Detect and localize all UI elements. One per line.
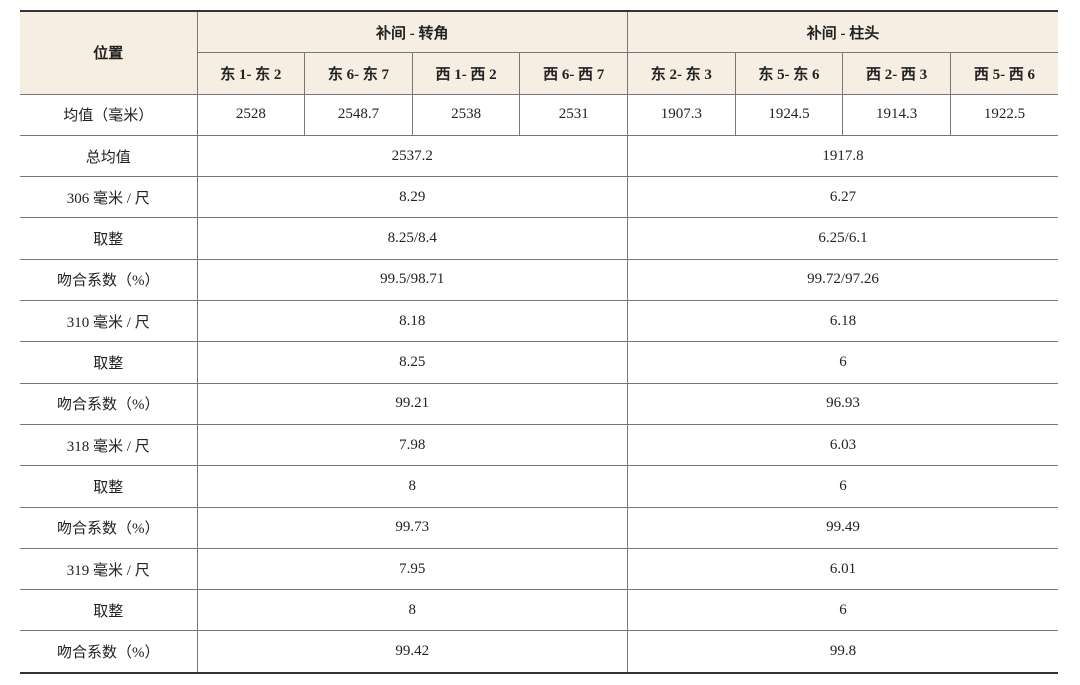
- cell: 2538: [411, 93, 521, 136]
- row-label: 306 毫米 / 尺: [20, 176, 198, 219]
- cell: 1914.3: [842, 93, 951, 136]
- cell: 99.42: [196, 630, 628, 674]
- cell: 8: [196, 465, 628, 508]
- table-row: 均值（毫米） 2528 2548.7 2538 2531 1907.3 1924.5 1914…: [20, 93, 1058, 136]
- group-header: 补间 - 转角: [196, 10, 628, 54]
- cell: 99.21: [196, 382, 628, 425]
- column-header: 东 2- 东 3: [627, 52, 736, 95]
- cell: 96.93: [627, 382, 1058, 425]
- table-row: 318 毫米 / 尺 7.98 6.03: [20, 423, 1058, 467]
- table-row: 吻合系数（%） 99.21 96.93: [20, 382, 1058, 425]
- cell: 99.8: [627, 630, 1058, 674]
- row-label: 取整: [20, 217, 198, 260]
- table-row: 取整 8.25/8.4 6.25/6.1: [20, 217, 1058, 260]
- cell: 99.49: [627, 506, 1058, 549]
- table-row: 总均值 2537.2 1917.8: [20, 134, 1058, 178]
- row-label: 吻合系数（%）: [20, 506, 198, 549]
- cell: 99.72/97.26: [627, 258, 1058, 302]
- row-label: 总均值: [20, 134, 198, 178]
- header-row: 位置 补间 - 转角 补间 - 柱头: [20, 10, 1058, 95]
- cell: 8.29: [196, 176, 628, 219]
- table-row: 306 毫米 / 尺 8.29 6.27: [20, 176, 1058, 219]
- cell: 1917.8: [627, 134, 1058, 178]
- row-label: 取整: [20, 589, 198, 632]
- row-label: 吻合系数（%）: [20, 258, 198, 302]
- group-header: 补间 - 柱头: [627, 10, 1058, 54]
- cell: 7.98: [196, 423, 628, 467]
- cell: 1922.5: [949, 93, 1058, 136]
- column-header: 西 1- 西 2: [411, 52, 521, 95]
- cell: 6.18: [627, 300, 1058, 343]
- row-label: 吻合系数（%）: [20, 382, 198, 425]
- cell: 1907.3: [627, 93, 736, 136]
- row-label: 取整: [20, 465, 198, 508]
- cell: 7.95: [196, 547, 628, 591]
- row-label: 319 毫米 / 尺: [20, 547, 198, 591]
- cell: 8.25: [196, 341, 628, 384]
- table-row: 取整 8 6: [20, 465, 1058, 508]
- cell: 8: [196, 589, 628, 632]
- table-body: 均值（毫米） 2528 2548.7 2538 2531 1907.3 1924.5 1914…: [20, 93, 1058, 674]
- cell: 8.25/8.4: [196, 217, 628, 260]
- cell: 8.18: [196, 300, 628, 343]
- column-header: 东 5- 东 6: [734, 52, 844, 95]
- column-header: 西 5- 西 6: [949, 52, 1058, 95]
- column-header: 西 6- 西 7: [519, 52, 628, 95]
- column-header: 东 6- 东 7: [304, 52, 413, 95]
- table-row: 取整 8.25 6: [20, 341, 1058, 384]
- table-row: 310 毫米 / 尺 8.18 6.18: [20, 300, 1058, 343]
- cell: 2531: [519, 93, 628, 136]
- cell: 99.73: [196, 506, 628, 549]
- column-header: 东 1- 东 2: [197, 52, 306, 95]
- cell: 2528: [196, 93, 306, 136]
- table-row: 吻合系数（%） 99.42 99.8: [20, 630, 1058, 674]
- cell: 6: [627, 589, 1058, 632]
- cell: 2537.2: [196, 134, 628, 178]
- cell: 6.25/6.1: [627, 217, 1058, 260]
- row-label: 吻合系数（%）: [20, 630, 198, 674]
- table-row: 吻合系数（%） 99.73 99.49: [20, 506, 1058, 549]
- cell: 1924.5: [734, 93, 844, 136]
- row-label: 取整: [20, 341, 198, 384]
- row-label: 均值（毫米）: [20, 93, 198, 136]
- cell: 6: [627, 465, 1058, 508]
- cell: 6: [627, 341, 1058, 384]
- cell: 6.01: [627, 547, 1058, 591]
- row-label: 318 毫米 / 尺: [20, 423, 198, 467]
- table-row: 取整 8 6: [20, 589, 1058, 632]
- cell: 99.5/98.71: [196, 258, 628, 302]
- cell: 6.27: [627, 176, 1058, 219]
- header-label: 位置: [20, 10, 198, 95]
- table-row: 吻合系数（%） 99.5/98.71 99.72/97.26: [20, 258, 1058, 302]
- table-row: 319 毫米 / 尺 7.95 6.01: [20, 547, 1058, 591]
- row-label: 310 毫米 / 尺: [20, 300, 198, 343]
- cell: 6.03: [627, 423, 1058, 467]
- column-header: 西 2- 西 3: [842, 52, 951, 95]
- cell: 2548.7: [304, 93, 413, 136]
